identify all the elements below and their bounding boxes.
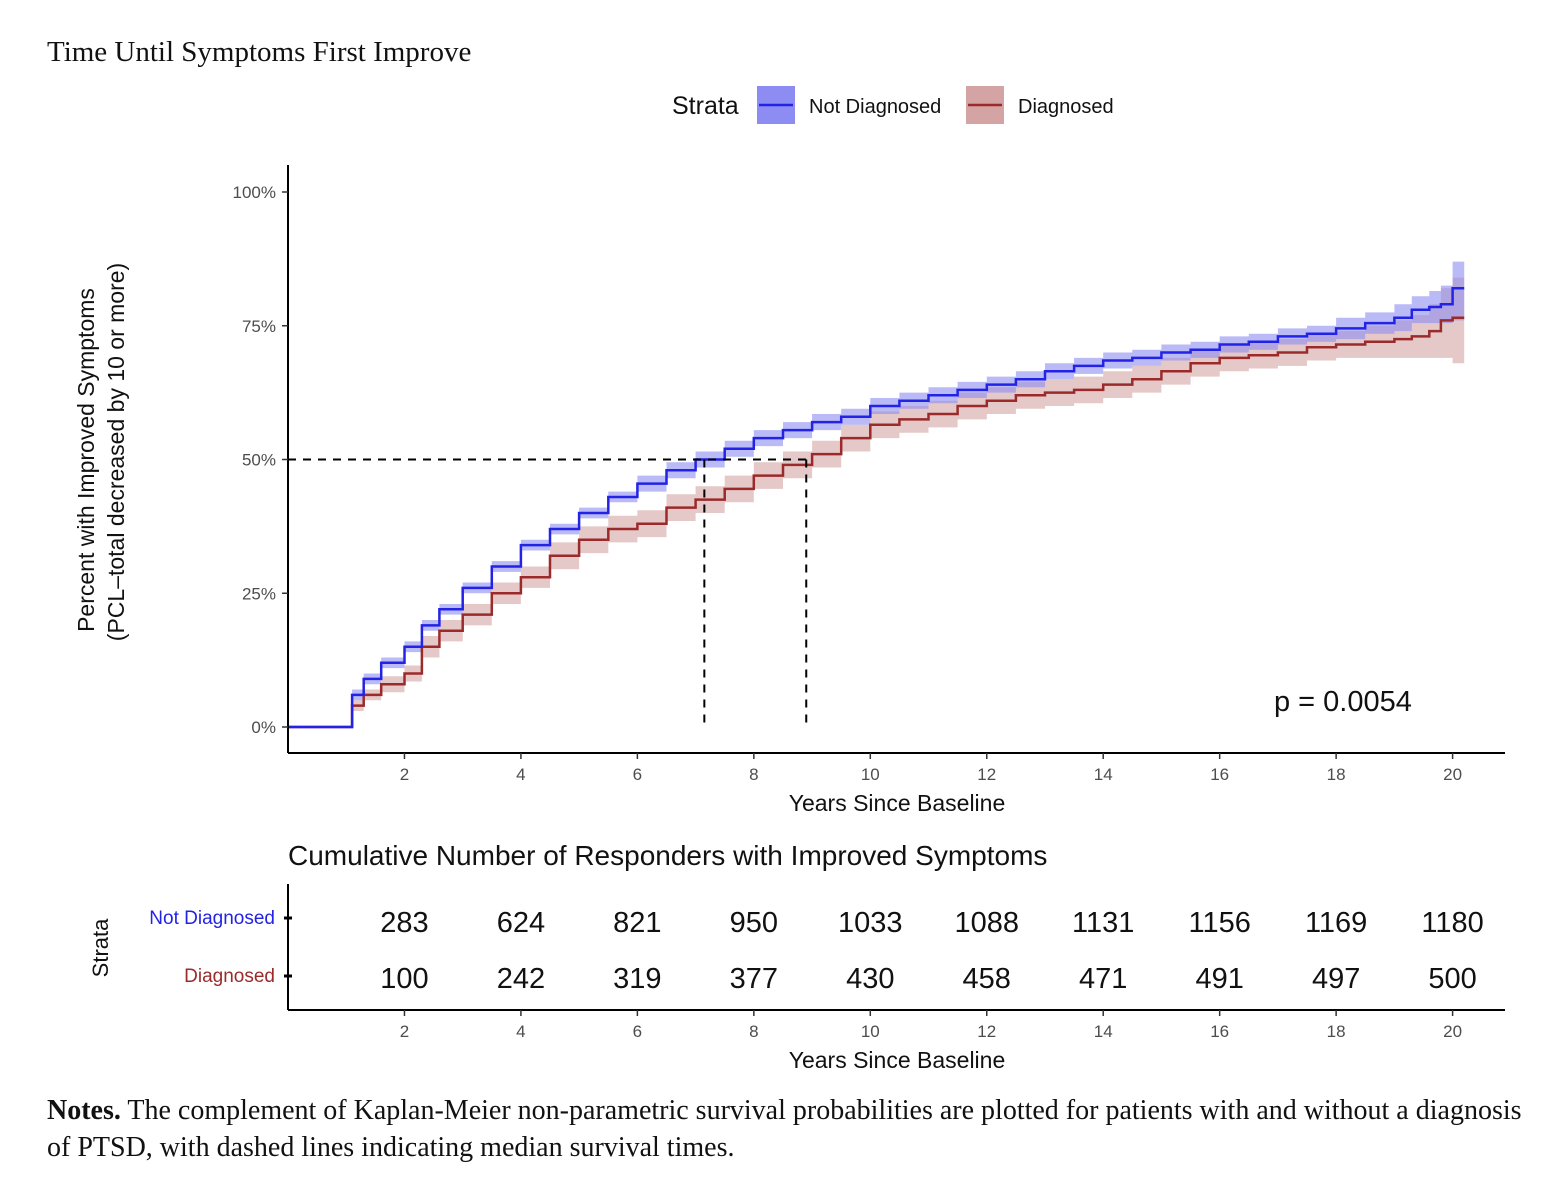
km-curves	[288, 287, 1465, 729]
risk-value-not-diagnosed: 1169	[1305, 907, 1367, 939]
y-axis-label-line1: Percent with Improved Symptoms	[73, 288, 99, 632]
risk-value-diagnosed: 497	[1312, 963, 1360, 995]
x-tick-label: 18	[1327, 765, 1346, 784]
risk-x-tick-label: 4	[516, 1022, 525, 1041]
y-tick-label: 75%	[242, 317, 276, 336]
median-lines	[288, 458, 808, 727]
x-tick-label: 20	[1443, 765, 1462, 784]
risk-value-not-diagnosed: 821	[613, 907, 661, 939]
risk-value-not-diagnosed: 1156	[1188, 907, 1250, 939]
risk-value-not-diagnosed: 1033	[838, 907, 903, 939]
risk-value-diagnosed: 377	[730, 963, 778, 995]
y-tick-label: 25%	[242, 584, 276, 603]
risk-value-not-diagnosed: 283	[380, 907, 428, 939]
figure-notes: Notes. The complement of Kaplan-Meier no…	[47, 1092, 1537, 1166]
x-tick-label: 14	[1094, 765, 1113, 784]
risk-value-diagnosed: 430	[846, 963, 894, 995]
ci-band-diagnosed	[288, 277, 1465, 727]
notes-label: Notes.	[47, 1095, 121, 1126]
x-axis-label: Years Since Baseline	[789, 790, 1006, 816]
risk-table-x-ticks: 2 4 6 8 10 12 14 16 18 20	[400, 1010, 1462, 1041]
figure-title: Time Until Symptoms First Improve	[47, 36, 472, 68]
risk-table-row-label-diagnosed: Diagnosed	[184, 966, 275, 987]
ci-band-not-diagnosed	[288, 261, 1465, 727]
risk-value-diagnosed: 458	[963, 963, 1011, 995]
risk-value-diagnosed: 100	[380, 963, 428, 995]
risk-x-tick-label: 8	[749, 1022, 758, 1041]
risk-x-tick-label: 20	[1443, 1022, 1462, 1041]
risk-value-diagnosed: 319	[613, 963, 661, 995]
x-tick-label: 12	[977, 765, 996, 784]
risk-value-not-diagnosed: 1088	[954, 907, 1019, 939]
risk-table: Cumulative Number of Responders with Imp…	[88, 840, 1505, 1073]
risk-value-not-diagnosed: 950	[730, 907, 778, 939]
risk-value-diagnosed: 491	[1195, 963, 1243, 995]
km-plot: 0% 25% 50% 75% 100% 2 4 6 8 10 12 14 16 18 20 Years S…	[73, 165, 1505, 816]
risk-x-tick-label: 18	[1327, 1022, 1346, 1041]
x-tick-label: 6	[633, 765, 642, 784]
x-tick-label: 8	[749, 765, 758, 784]
risk-table-x-label: Years Since Baseline	[789, 1047, 1006, 1073]
km-line-diagnosed	[288, 316, 1465, 729]
y-axis-ticks: 0% 25% 50% 75% 100%	[233, 183, 288, 737]
y-tick-label: 100%	[233, 183, 276, 202]
x-tick-label: 10	[861, 765, 880, 784]
risk-x-tick-label: 6	[633, 1022, 642, 1041]
risk-values: 283 624 821 950 1033 1088 1131 1156 1169 1180 100 2…	[380, 907, 1484, 995]
km-line-not-diagnosed	[288, 287, 1465, 729]
x-axis-ticks: 2 4 6 8 10 12 14 16 18 20	[400, 753, 1462, 784]
risk-x-tick-label: 10	[861, 1022, 880, 1041]
risk-value-diagnosed: 242	[497, 963, 545, 995]
p-value-annotation: p = 0.0054	[1274, 686, 1412, 718]
risk-value-diagnosed: 500	[1428, 963, 1476, 995]
legend-label-diagnosed: Diagnosed	[1018, 96, 1114, 118]
risk-value-not-diagnosed: 1180	[1421, 907, 1483, 939]
risk-value-diagnosed: 471	[1079, 963, 1127, 995]
x-tick-label: 4	[516, 765, 525, 784]
legend: Strata Not Diagnosed Diagnosed	[672, 86, 1114, 124]
y-tick-label: 50%	[242, 451, 276, 470]
notes-text: The complement of Kaplan-Meier non-param…	[47, 1095, 1522, 1163]
legend-label-not-diagnosed: Not Diagnosed	[809, 96, 941, 118]
legend-title: Strata	[672, 92, 739, 120]
x-tick-label: 16	[1210, 765, 1229, 784]
risk-value-not-diagnosed: 624	[497, 907, 545, 939]
risk-x-tick-label: 2	[400, 1022, 409, 1041]
risk-value-not-diagnosed: 1131	[1072, 907, 1134, 939]
risk-x-tick-label: 12	[977, 1022, 996, 1041]
risk-table-y-label: Strata	[88, 918, 113, 977]
x-tick-label: 2	[400, 765, 409, 784]
y-tick-label: 0%	[251, 718, 276, 737]
risk-x-tick-label: 16	[1210, 1022, 1229, 1041]
risk-x-tick-label: 14	[1094, 1022, 1113, 1041]
risk-table-title: Cumulative Number of Responders with Imp…	[288, 840, 1047, 871]
confidence-bands	[288, 261, 1465, 727]
y-axis-label-line2: (PCL–total decreased by 10 or more)	[103, 263, 129, 641]
risk-table-row-label-not-diagnosed: Not Diagnosed	[149, 908, 275, 929]
